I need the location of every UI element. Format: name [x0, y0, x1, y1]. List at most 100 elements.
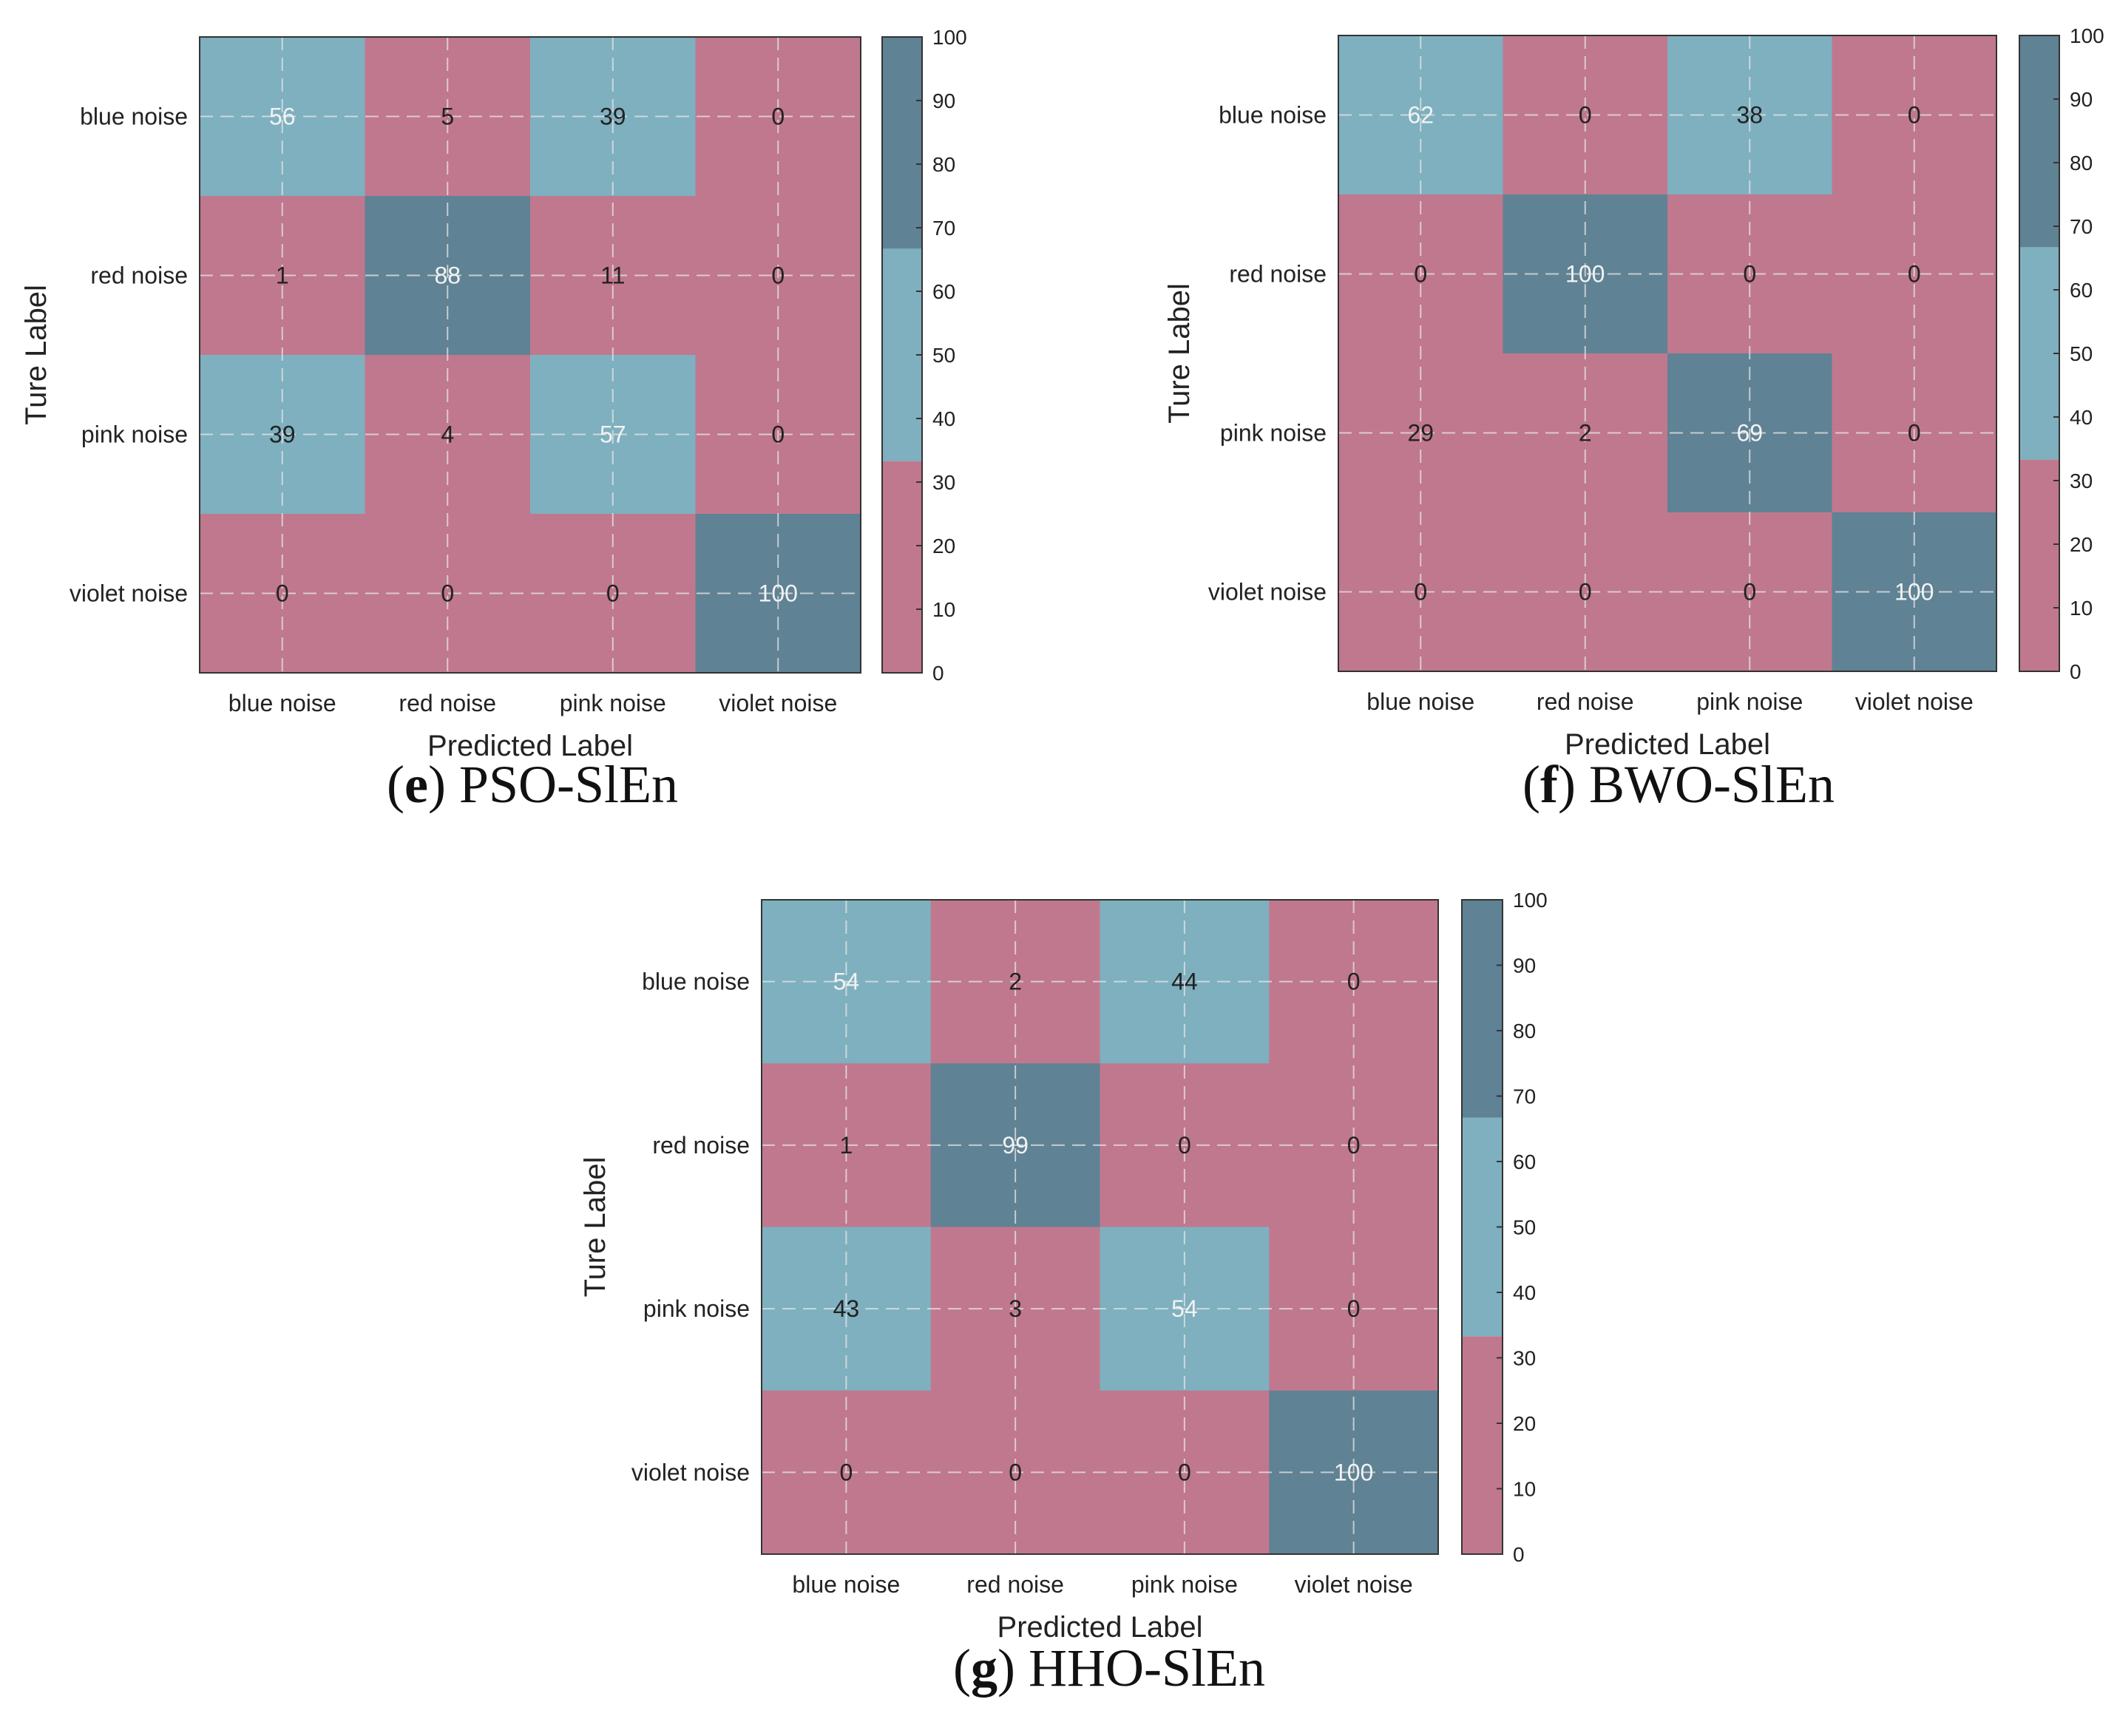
caption-panel-letter: g: [971, 1638, 997, 1698]
cell-value-label: 0: [1743, 579, 1756, 606]
y-axis-title: Ture Label: [1163, 283, 1196, 424]
y-tick-label: blue noise: [80, 104, 188, 130]
cell-value-label: 0: [1743, 261, 1756, 288]
cell-value-label: 1: [276, 262, 289, 289]
caption-paren-close: ): [1558, 755, 1589, 814]
cell-value-label: 0: [771, 421, 785, 448]
y-tick-label: pink noise: [1220, 420, 1327, 447]
colorbar-tick-label: 50: [1513, 1216, 1536, 1239]
panel-caption: (g) HHO-SlEn: [953, 1638, 1265, 1698]
cell-value-label: 57: [600, 421, 626, 448]
cell-value-label: 11: [600, 262, 625, 289]
cell-value-label: 44: [1171, 969, 1198, 995]
caption-method-name: BWO-SlEn: [1589, 755, 1835, 814]
y-axis-title: Ture Label: [579, 1157, 612, 1298]
caption-method-name: PSO-SlEn: [459, 755, 678, 814]
cell-value-label: 29: [1407, 420, 1434, 447]
cell-value-label: 39: [600, 104, 626, 130]
cell-value-label: 56: [269, 104, 296, 130]
colorbar-tick-label: 70: [2070, 215, 2093, 238]
colorbar-tick-label: 60: [2070, 279, 2093, 302]
cell-value-label: 54: [1171, 1295, 1198, 1322]
colorbar-tick-label: 40: [932, 407, 955, 430]
x-axis-title: Predicted Label: [997, 1611, 1203, 1644]
cell-value-label: 100: [1565, 261, 1605, 288]
cell-value-label: 0: [1579, 579, 1592, 606]
colorbar-tick-label: 10: [2070, 597, 2093, 620]
y-tick-label: pink noise: [81, 421, 188, 448]
y-tick-label: violet noise: [70, 580, 188, 607]
colorbar-tick-label: 100: [1513, 889, 1548, 912]
colorbar-band: [1462, 1336, 1503, 1554]
cell-value-label: 0: [1908, 102, 1921, 129]
cell-value-label: 0: [1178, 1459, 1191, 1485]
colorbar-tick-label: 10: [1513, 1478, 1536, 1501]
cell-value-label: 0: [839, 1459, 853, 1485]
colorbar-band: [1462, 1117, 1503, 1337]
x-axis-title: Predicted Label: [1565, 728, 1770, 761]
colorbar-tick-label: 80: [932, 153, 955, 176]
cell-value-label: 54: [833, 969, 860, 995]
caption-paren-open: (: [953, 1638, 971, 1698]
y-tick-label: red noise: [90, 262, 188, 289]
cell-value-label: 0: [441, 580, 454, 607]
colorbar-tick-label: 20: [932, 535, 955, 557]
colorbar-tick-label: 100: [2070, 24, 2104, 47]
colorbar-tick-label: 60: [932, 280, 955, 303]
cell-value-label: 0: [771, 104, 785, 130]
x-tick-label: red noise: [966, 1571, 1064, 1598]
colorbar-tick-label: 0: [1513, 1543, 1525, 1566]
colorbar-tick-label: 10: [932, 598, 955, 621]
colorbar-tick-label: 50: [2070, 342, 2093, 365]
x-tick-label: blue noise: [792, 1571, 900, 1598]
caption-method-name: HHO-SlEn: [1029, 1638, 1265, 1698]
cell-value-label: 1: [839, 1132, 853, 1159]
caption-paren-open: (: [387, 755, 404, 814]
x-tick-label: pink noise: [1696, 688, 1803, 715]
cell-value-label: 0: [1009, 1459, 1022, 1485]
colorbar-tick-label: 50: [932, 344, 955, 367]
cell-value-label: 0: [1908, 261, 1921, 288]
cell-value-label: 0: [1414, 579, 1427, 606]
colorbar-band: [882, 248, 922, 461]
colorbar-tick-label: 70: [932, 217, 955, 240]
colorbar-band: [2019, 247, 2059, 460]
cell-value-label: 0: [771, 262, 785, 289]
colorbar-band: [882, 461, 922, 673]
cell-value-label: 100: [759, 580, 798, 607]
caption-paren-close: ): [997, 1638, 1029, 1698]
cell-value-label: 2: [1579, 420, 1592, 447]
caption-paren-close: ): [428, 755, 459, 814]
cell-value-label: 3: [1009, 1295, 1022, 1322]
plot-frame: [1338, 35, 1997, 672]
colorbar-tick-label: 0: [932, 662, 944, 685]
panel-caption: (e) PSO-SlEn: [387, 755, 678, 814]
y-tick-label: red noise: [652, 1132, 750, 1159]
y-tick-label: blue noise: [1219, 102, 1327, 129]
cell-value-label: 5: [441, 104, 454, 130]
colorbar-tick-label: 100: [932, 26, 967, 49]
cell-value-label: 0: [1347, 1132, 1361, 1159]
colorbar-tick-label: 90: [932, 89, 955, 112]
colorbar-tick-label: 40: [1513, 1281, 1536, 1304]
colorbar-band: [1462, 900, 1503, 1118]
caption-panel-letter: e: [404, 755, 428, 814]
x-tick-label: red noise: [1537, 688, 1634, 715]
colorbar-tick-label: 80: [2070, 152, 2093, 174]
x-tick-label: pink noise: [560, 690, 666, 716]
x-tick-label: violet noise: [719, 690, 837, 716]
colorbar-tick-label: 30: [2070, 469, 2093, 492]
cell-value-label: 0: [1908, 420, 1921, 447]
x-tick-label: blue noise: [228, 690, 336, 716]
colorbar-tick-label: 90: [2070, 88, 2093, 111]
colorbar-tick-label: 20: [2070, 533, 2093, 556]
cell-value-label: 62: [1407, 102, 1434, 129]
x-tick-label: pink noise: [1131, 1571, 1238, 1598]
y-axis-title: Ture Label: [20, 285, 52, 425]
cell-value-label: 0: [1414, 261, 1427, 288]
colorbar-tick-label: 0: [2070, 660, 2082, 683]
colorbar-tick-label: 20: [1513, 1412, 1536, 1435]
